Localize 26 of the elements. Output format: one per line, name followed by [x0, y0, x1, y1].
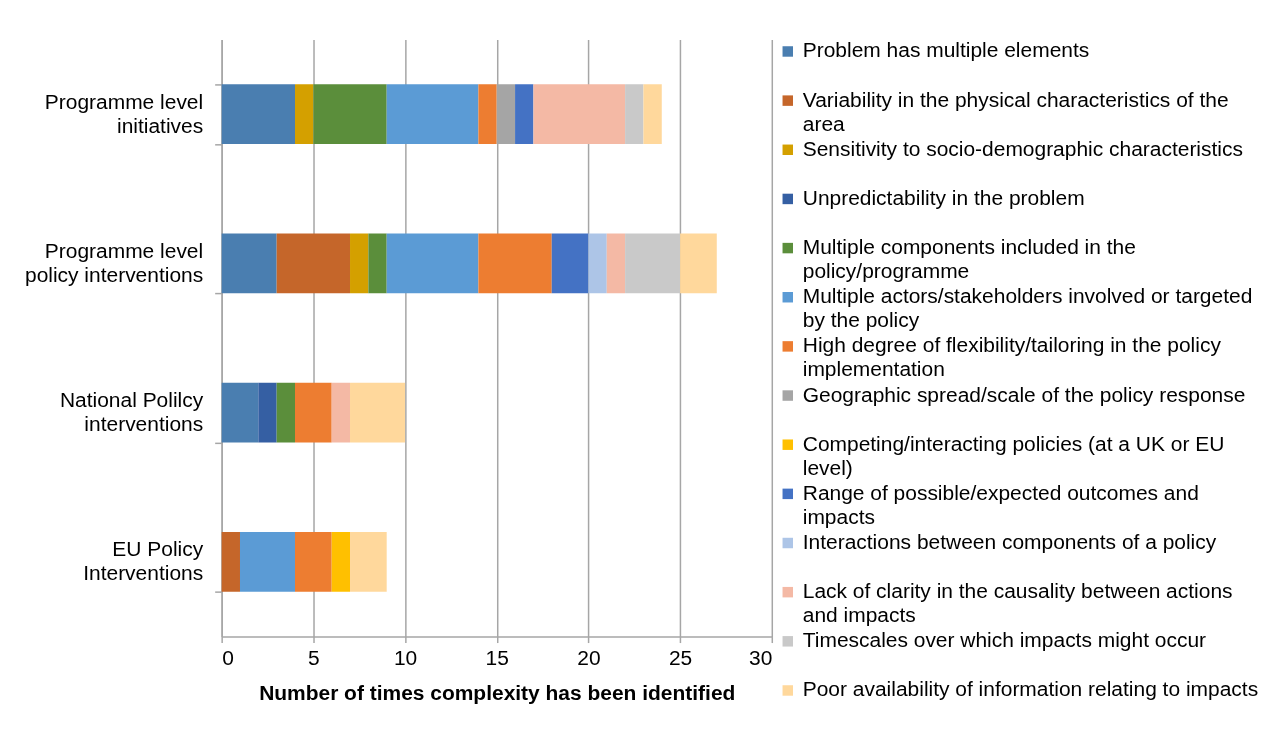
x-tick-label: 25: [668, 646, 693, 670]
legend-label: Lack of clarity in the causality between actions and impacts: [802, 579, 1233, 627]
y-tick-label: Programme level initiatives: [44, 89, 204, 137]
x-tick-label: 30: [748, 646, 773, 670]
x-axis-title: Number of times complexity has been identified: [259, 680, 736, 704]
legend-label: Interactions between components of a policy: [802, 530, 1217, 553]
legend-label: Geographic spread/scale of the policy response: [802, 382, 1246, 406]
legend-label: High degree of flexibility/tailoring in the policy implementation: [802, 333, 1222, 381]
legend-label: Competing/interacting policies (at a UK or EU level): [802, 431, 1225, 479]
legend-label: Range of possible/expected outcomes and impacts: [802, 480, 1199, 528]
legend-label: Multiple components included in the policy/programme: [802, 235, 1136, 283]
legend-label: Sensitivity to socio-demographic characteristics: [802, 136, 1243, 160]
y-tick-label: National Polilcy interventions: [59, 388, 204, 436]
x-tick-label: 5: [308, 646, 320, 670]
legend-label: Variability in the physical characteristics of the area: [802, 87, 1229, 135]
y-tick-label: EU Policy Interventions: [83, 537, 204, 585]
legend-label: Problem has multiple elements: [802, 38, 1090, 62]
legend-label: Poor availability of information relating to impacts: [802, 677, 1259, 701]
x-tick-label: 15: [485, 646, 509, 670]
x-tick-label: 10: [393, 646, 418, 670]
legend-label: Multiple actors/stakeholders involved or targeted by the policy: [802, 284, 1253, 332]
x-tick-label: 0: [222, 646, 234, 670]
legend-label: Unpredictability in the problem: [802, 185, 1085, 209]
y-tick-label: Programme level policy interventions: [24, 238, 204, 286]
legend-label: Timescales over which impacts might occur: [802, 628, 1207, 652]
x-tick-label: 20: [577, 646, 601, 670]
